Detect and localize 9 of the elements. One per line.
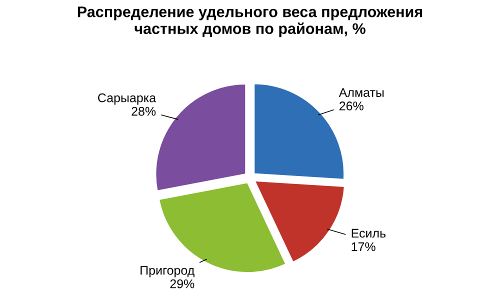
data-label: 26%: [339, 102, 364, 110]
slice-label: Есиль: [352, 228, 386, 238]
slice-label: Пригород: [140, 266, 194, 278]
data-label: 28%: [132, 106, 156, 116]
chart-title: Распределение удельного веса предложения частных домов по районам, %: [78, 6, 422, 38]
data-label: 29%: [170, 279, 194, 288]
data-label: 17%: [352, 242, 376, 252]
slice-label: Алматы: [338, 88, 384, 97]
slice-label: Сарыарка: [98, 93, 156, 105]
